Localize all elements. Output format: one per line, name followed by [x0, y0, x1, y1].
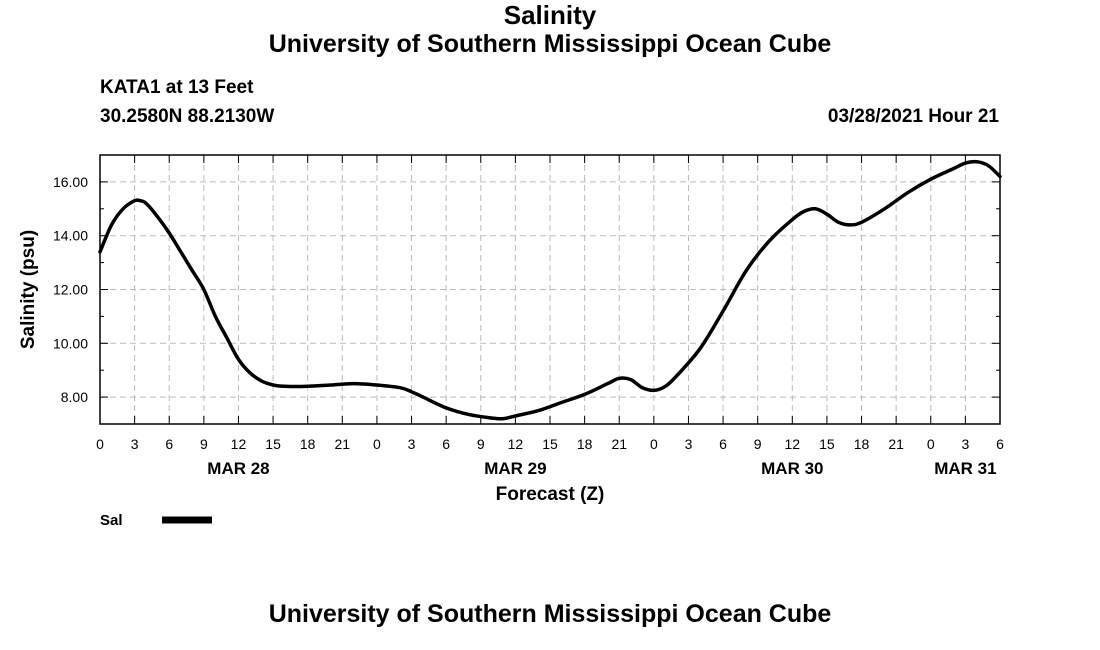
x-date-label: MAR 31	[934, 459, 996, 478]
salinity-series-line	[98, 159, 1002, 421]
x-tick-label: 3	[131, 436, 139, 452]
y-axis-title: Salinity (psu)	[18, 230, 39, 349]
station-label: KATA1 at 13 Feet	[100, 77, 254, 98]
x-tick-label: 12	[508, 436, 524, 452]
x-axis-title: Forecast (Z)	[496, 484, 605, 505]
y-tick-label: 14.00	[53, 228, 88, 244]
x-tick-label: 15	[819, 436, 835, 452]
x-tick-label: 15	[542, 436, 558, 452]
x-tick-label: 6	[165, 436, 173, 452]
x-tick-label: 9	[200, 436, 208, 452]
y-tick-label: 8.00	[61, 389, 88, 405]
x-tick-label: 3	[408, 436, 416, 452]
x-tick-label: 6	[442, 436, 450, 452]
plot-frame	[99, 154, 1001, 425]
y-tick-label: 12.00	[53, 282, 88, 298]
x-tick-label: 9	[477, 436, 485, 452]
parameter-title: Salinity	[503, 0, 597, 30]
x-tick-label: 6	[996, 436, 1004, 452]
x-tick-label: 18	[300, 436, 316, 452]
y-tick-label: 16.00	[53, 174, 88, 190]
x-tick-label: 15	[265, 436, 281, 452]
x-tick-label: 0	[650, 436, 658, 452]
x-tick-label: 21	[335, 436, 351, 452]
x-tick-label: 0	[927, 436, 935, 452]
x-tick-label: 6	[719, 436, 727, 452]
x-tick-label: 12	[231, 436, 247, 452]
datetime-label: 03/28/2021 Hour 21	[827, 106, 999, 127]
x-date-label: MAR 29	[484, 459, 546, 478]
coordinates-label: 30.2580N 88.2130W	[100, 106, 275, 127]
x-tick-label: 0	[373, 436, 381, 452]
x-tick-label: 21	[611, 436, 627, 452]
x-tick-label: 3	[685, 436, 693, 452]
x-tick-label: 0	[96, 436, 104, 452]
x-tick-label: 18	[854, 436, 870, 452]
x-tick-label: 18	[577, 436, 593, 452]
x-tick-label: 3	[961, 436, 969, 452]
legend-label: Sal	[100, 512, 123, 529]
x-tick-label: 12	[785, 436, 801, 452]
x-date-label: MAR 28	[207, 459, 269, 478]
y-tick-label: 10.00	[53, 335, 88, 351]
x-tick-label: 9	[754, 436, 762, 452]
chart-main-title: University of Southern Mississippi Ocean…	[268, 30, 832, 58]
x-date-label: MAR 30	[761, 459, 823, 478]
chart-footer-title: University of Southern Mississippi Ocean…	[268, 600, 832, 628]
x-tick-label: 21	[888, 436, 904, 452]
